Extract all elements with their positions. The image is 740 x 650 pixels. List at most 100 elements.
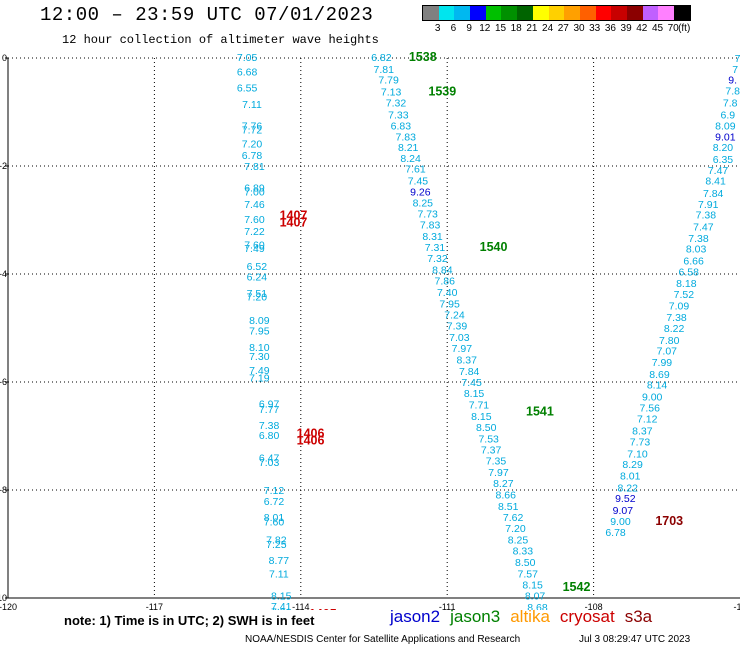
x-tick-label: -10 — [733, 602, 740, 610]
swh-value: 8.20 — [713, 142, 734, 154]
swh-value: 8.24 — [400, 153, 421, 165]
color-bar-label: 9 — [466, 23, 472, 34]
swh-value: 7.51 — [247, 288, 268, 300]
swh-value: 7.30 — [249, 351, 270, 363]
swh-value: 7.22 — [244, 226, 265, 238]
swh-value: 8.15 — [471, 411, 492, 423]
swh-value: 6.82 — [371, 52, 392, 64]
swh-value: 7.82 — [266, 535, 287, 547]
swh-value: 9. — [728, 75, 737, 87]
swh-value: 6.78 — [242, 150, 263, 162]
swh-value: 7.56 — [640, 402, 661, 414]
legend-item-jason3: jason3 — [450, 607, 501, 626]
swh-value: 6.35 — [713, 154, 734, 166]
pass-time-label: 1405 — [309, 607, 337, 610]
color-bar-cell — [658, 6, 674, 20]
color-bar-label: 12 — [479, 23, 491, 34]
swh-value: 8.09 — [715, 121, 736, 133]
swh-value: 7.52 — [674, 289, 695, 301]
swh-value: 7 — [735, 53, 740, 65]
y-tick-label: 0 — [2, 53, 7, 63]
swh-value: 7.39 — [447, 320, 468, 332]
swh-value: 7.81 — [374, 64, 395, 76]
swh-value: 8.14 — [647, 380, 668, 392]
swh-value: 6.58 — [679, 266, 700, 278]
color-bar-cell — [485, 6, 502, 20]
swh-value: 8.69 — [649, 369, 670, 381]
swh-value: 8.66 — [496, 489, 517, 501]
swh-value: 7.37 — [481, 445, 502, 457]
swh-value: 6.68 — [237, 67, 258, 79]
swh-value: 7 — [732, 64, 738, 76]
swh-value: 8.50 — [476, 422, 497, 434]
swh-value: 7.76 — [242, 121, 263, 133]
pass-time-label: 1406 — [297, 426, 325, 440]
credit-line: NOAA/NESDIS Center for Satellite Applica… — [245, 634, 521, 645]
swh-value: 7.61 — [405, 164, 426, 176]
swh-value: 7.49 — [249, 365, 270, 377]
color-bar-label: 27 — [557, 23, 569, 34]
color-bar-cell — [532, 6, 549, 20]
swh-value: 6.24 — [247, 272, 268, 284]
swh-value: 9.07 — [613, 505, 634, 517]
color-bar-cell — [626, 6, 643, 20]
swh-value: 7.81 — [244, 161, 265, 173]
color-bar-cell — [438, 6, 455, 20]
color-bar-label: (ft) — [678, 23, 691, 34]
swh-value: 7.79 — [378, 75, 399, 87]
swh-value: 8.41 — [705, 176, 726, 188]
satellite-legend: jason2 jason3 altika cryosat s3a — [390, 607, 662, 627]
generated-timestamp: Jul 3 08:29:47 UTC 2023 — [579, 634, 691, 645]
swh-value: 8.10 — [249, 342, 270, 354]
swh-value: 8.15 — [464, 388, 485, 400]
color-bar-label: 3 — [434, 23, 441, 34]
legend-item-altika: altika — [510, 607, 550, 626]
swh-value: 6.47 — [259, 453, 280, 465]
swh-value: 7.83 — [396, 131, 417, 143]
swh-value: 7.47 — [708, 165, 729, 177]
color-bar-label: 42 — [636, 23, 648, 34]
chart-subtitle: 12 hour collection of altimeter wave hei… — [62, 33, 379, 47]
swh-value: 7.73 — [417, 209, 438, 221]
swh-value: 8.77 — [269, 555, 290, 567]
swh-value: 8.09 — [249, 315, 270, 327]
swh-value: 7.60 — [264, 516, 285, 528]
color-bar-label: 21 — [526, 23, 538, 34]
color-bar-label: 39 — [620, 23, 632, 34]
wave-height-plot: 0-2-4-6-8-10-120-117-114-111-108-107.056… — [0, 50, 740, 610]
color-bar-cell — [454, 6, 471, 20]
swh-value: 8.01 — [620, 470, 641, 482]
swh-value: 7.84 — [703, 188, 724, 200]
swh-value: 7.99 — [652, 357, 673, 369]
swh-value: 7.8 — [725, 85, 740, 97]
pass-time-label: 1542 — [563, 580, 591, 594]
swh-value: 7.46 — [244, 199, 265, 211]
swh-value: 7.09 — [669, 300, 690, 312]
legend-item-cryosat: cryosat — [559, 607, 615, 626]
swh-value: 7.45 — [461, 377, 482, 389]
x-tick-label: -120 — [0, 602, 17, 610]
swh-value: 6.72 — [264, 496, 285, 508]
swh-value: 8.68 — [527, 602, 548, 610]
color-bar-label: 24 — [542, 23, 554, 34]
swh-value: 9.26 — [410, 186, 431, 198]
y-tick-label: -2 — [0, 161, 7, 171]
swh-value: 8.50 — [515, 557, 536, 569]
pass-time-label: 1539 — [428, 84, 456, 98]
swh-value: 8.15 — [271, 590, 292, 602]
swh-value: 7.97 — [452, 343, 473, 355]
color-bar-cell — [517, 6, 533, 20]
swh-value: 7.71 — [469, 400, 490, 412]
swh-value: 7.19 — [249, 373, 270, 385]
swh-value: 8.37 — [632, 426, 653, 438]
color-bar-cells — [422, 5, 691, 21]
swh-value: 7.80 — [659, 335, 680, 347]
color-bar-label: 18 — [510, 23, 522, 34]
swh-value: 7.57 — [518, 569, 539, 581]
swh-value: 7.11 — [242, 99, 262, 111]
color-bar-cell — [611, 6, 627, 20]
swh-value: 8.29 — [622, 459, 643, 471]
pass-time-label: 1538 — [409, 50, 437, 64]
swh-value: 8.22 — [664, 323, 685, 335]
swh-value: 7.33 — [388, 110, 409, 122]
